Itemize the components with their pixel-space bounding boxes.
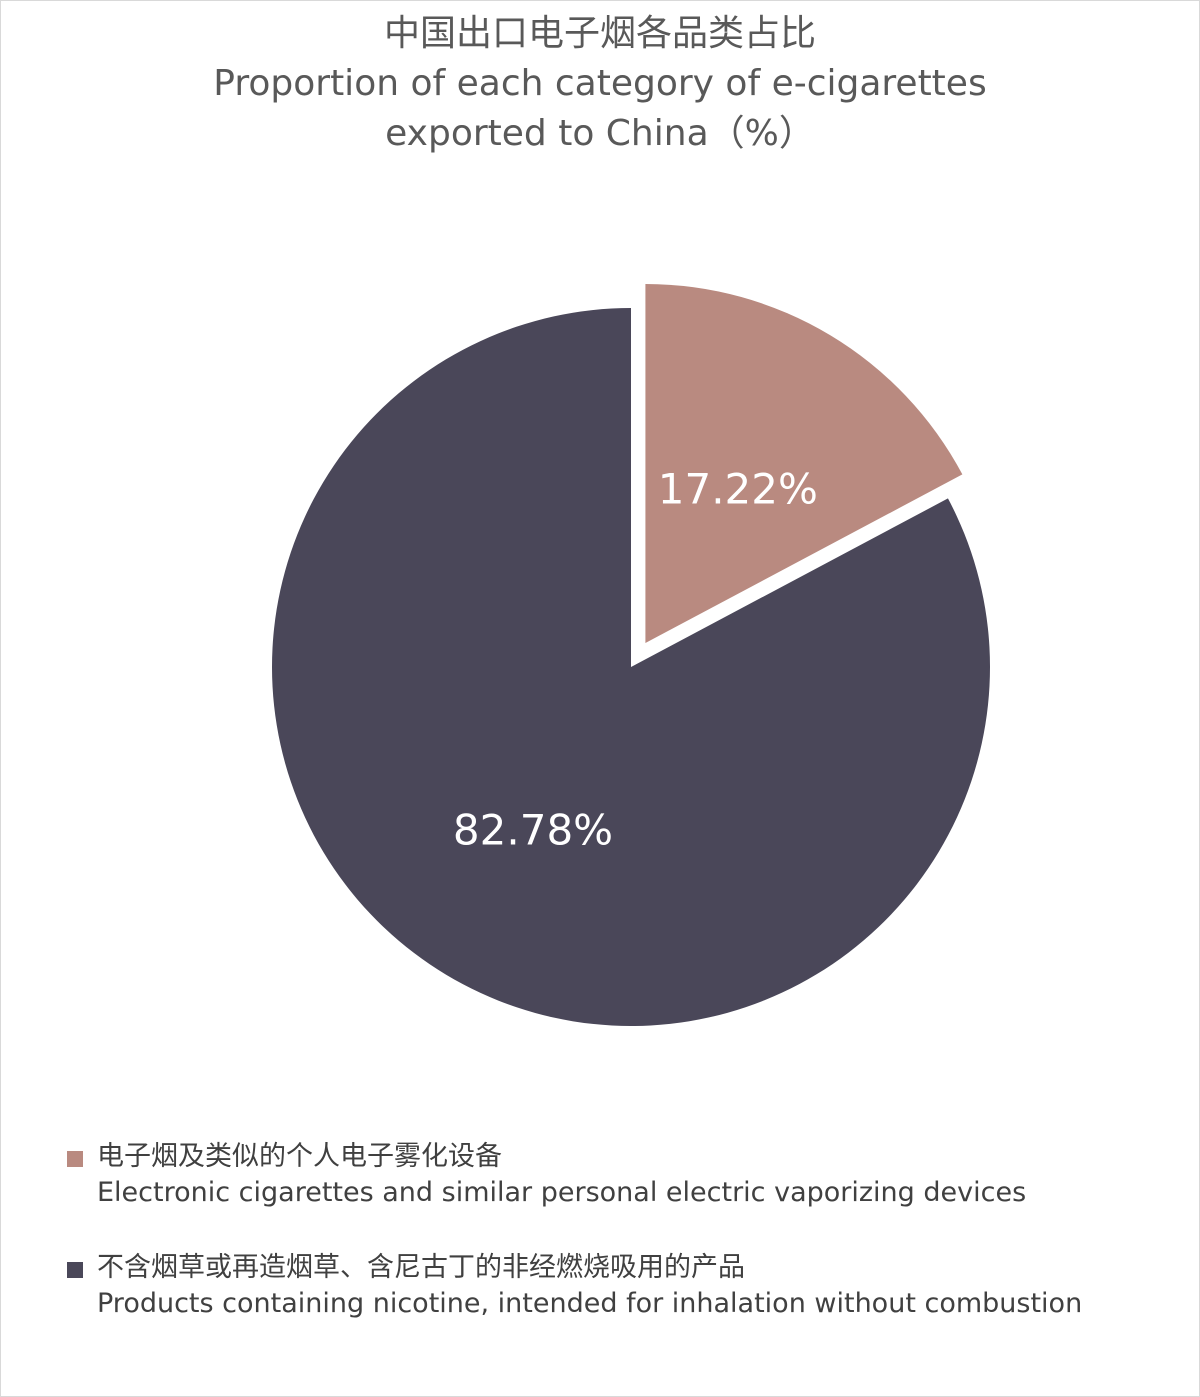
pie-data-label-1: 82.78% (453, 806, 613, 855)
chart-title: 中国出口电子烟各品类占比 Proportion of each category… (1, 9, 1199, 159)
chart-title-line-en-1: Proportion of each category of e-cigaret… (213, 63, 987, 104)
legend-label-cn-1: 不含烟草或再造烟草、含尼古丁的非经燃烧吸用的产品 (97, 1252, 745, 1283)
pie-data-label-0: 17.22% (658, 465, 818, 514)
pie-slice-0 (645, 283, 963, 643)
chart-title-line-cn: 中国出口电子烟各品类占比 (383, 13, 816, 54)
pie-slice-1 (271, 308, 990, 1026)
chart-title-line-en-2: exported to China（%） (385, 113, 815, 154)
legend-swatch-1 (67, 1262, 83, 1278)
legend-swatch-0 (67, 1151, 83, 1167)
legend-label-en-1: Products containing nicotine, intended f… (97, 1288, 1083, 1319)
legend-label-en-0: Electronic cigarettes and similar person… (97, 1177, 1027, 1208)
legend-label-cn-0: 电子烟及类似的个人电子雾化设备 (97, 1141, 502, 1172)
